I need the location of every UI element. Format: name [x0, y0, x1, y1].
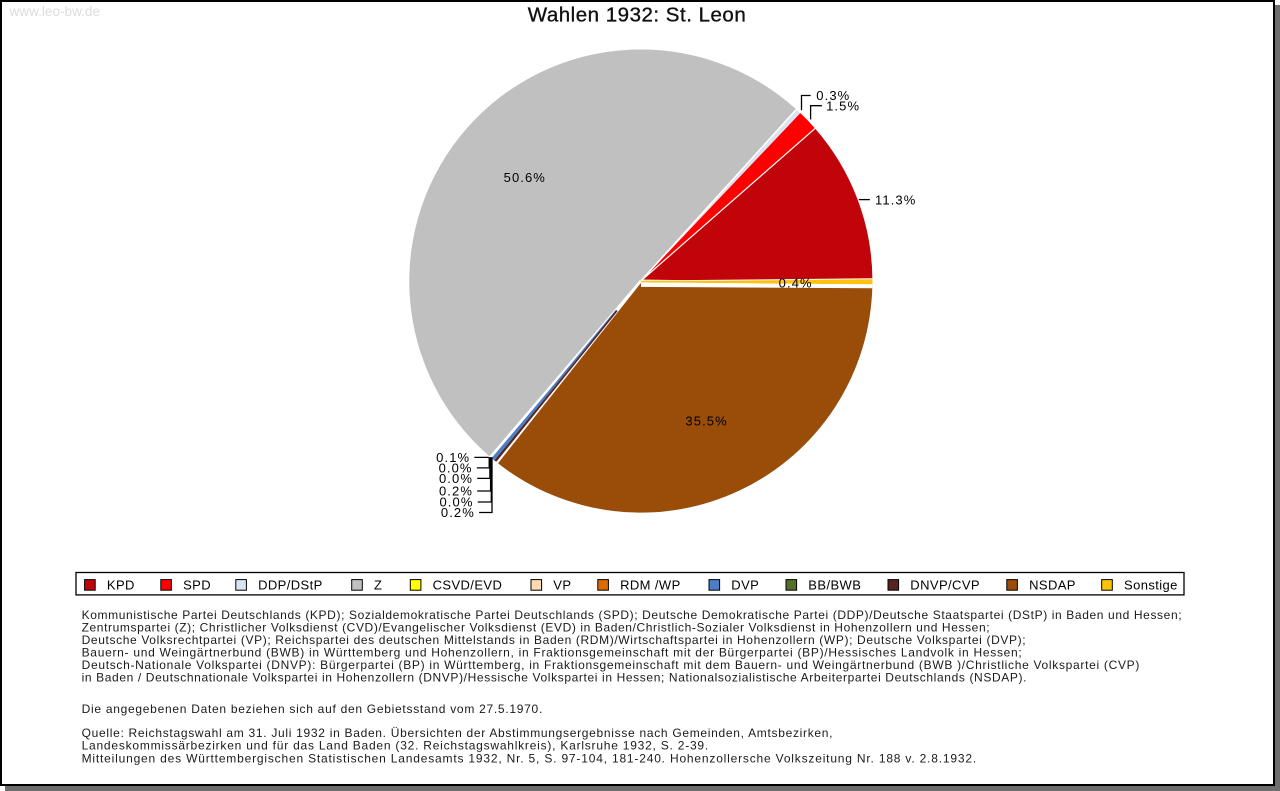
svg-text:Quelle: Reichstagswahl am 31.: Quelle: Reichstagswahl am 31. Juli 1932 …: [82, 726, 834, 740]
svg-text:Bauern- und Weingärtnerbund (B: Bauern- und Weingärtnerbund (BWB) in Wür…: [82, 646, 1023, 660]
svg-text:11.3%: 11.3%: [875, 193, 916, 208]
svg-text:SPD: SPD: [183, 577, 211, 592]
svg-text:1.5%: 1.5%: [826, 98, 860, 113]
svg-text:Landeskommissärbezirken und fü: Landeskommissärbezirken und für das Land…: [82, 739, 709, 753]
svg-text:0.2%: 0.2%: [439, 484, 473, 499]
svg-text:CSVD/EVD: CSVD/EVD: [433, 577, 503, 592]
svg-text:RDM /WP: RDM /WP: [620, 577, 681, 592]
svg-text:in Baden / Deutschnationale Vo: in Baden / Deutschnationale Volkspartei …: [82, 671, 1028, 685]
svg-text:Deutsche Volksrechtpartei (VP): Deutsche Volksrechtpartei (VP); Reichspa…: [82, 633, 1027, 647]
svg-text:www.leo-bw.de: www.leo-bw.de: [9, 4, 101, 19]
svg-text:DVP: DVP: [731, 577, 759, 592]
svg-text:0.0%: 0.0%: [439, 461, 473, 476]
svg-text:Deutsch-Nationale Volkspartei: Deutsch-Nationale Volkspartei (DNVP): Bü…: [82, 658, 1140, 672]
svg-text:DDP/DStP: DDP/DStP: [258, 577, 323, 592]
svg-text:0.2%: 0.2%: [441, 505, 475, 520]
svg-text:0.3%: 0.3%: [816, 88, 850, 103]
svg-text:Z: Z: [374, 577, 382, 592]
svg-text:NSDAP: NSDAP: [1029, 577, 1076, 592]
svg-text:Zentrumspartei (Z); Christlich: Zentrumspartei (Z); Christlicher Volksdi…: [82, 621, 991, 635]
svg-text:BB/BWB: BB/BWB: [808, 577, 861, 592]
svg-text:Wahlen 1932: St. Leon: Wahlen 1932: St. Leon: [528, 4, 747, 27]
svg-text:Mitteilungen des Württembergis: Mitteilungen des Württembergischen Stati…: [82, 751, 977, 765]
svg-text:0.1%: 0.1%: [436, 450, 470, 465]
svg-text:DNVP/CVP: DNVP/CVP: [910, 577, 980, 592]
svg-text:KPD: KPD: [107, 577, 135, 592]
svg-text:0.0%: 0.0%: [439, 471, 473, 486]
svg-text:50.6%: 50.6%: [504, 170, 546, 185]
svg-text:0.0%: 0.0%: [439, 495, 473, 510]
svg-text:Kommunistische Partei Deutschl: Kommunistische Partei Deutschlands (KPD)…: [82, 608, 1183, 622]
svg-text:Die angegebenen Daten beziehen: Die angegebenen Daten beziehen sich auf …: [82, 702, 543, 716]
svg-text:0.4%: 0.4%: [779, 276, 813, 291]
svg-text:Sonstige: Sonstige: [1124, 577, 1178, 592]
svg-text:VP: VP: [553, 577, 571, 592]
svg-text:35.5%: 35.5%: [685, 413, 727, 428]
